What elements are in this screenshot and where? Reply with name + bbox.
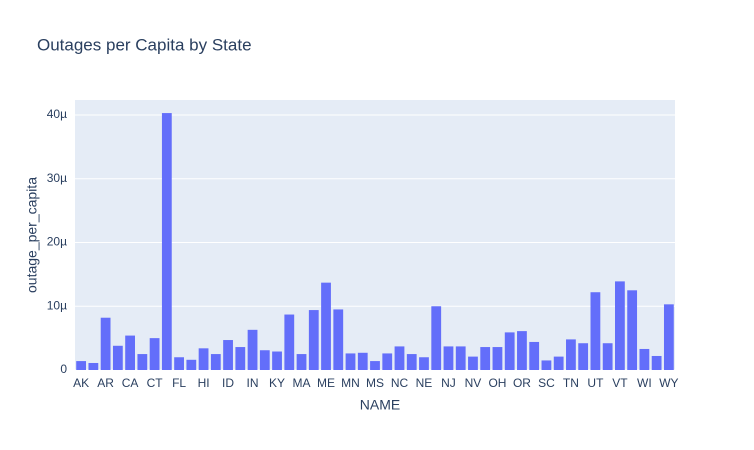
bar (112, 345, 123, 370)
y-axis-title: outage_per_capita (24, 177, 40, 293)
bar (272, 351, 282, 370)
x-tick-label: FL (172, 376, 186, 390)
x-tick-label: NV (465, 376, 482, 390)
bar (235, 347, 246, 370)
x-tick-label: NE (416, 376, 433, 390)
x-tick-label: AK (73, 376, 89, 390)
x-tick-label: WY (659, 376, 678, 390)
x-axis-title: NAME (360, 397, 400, 413)
x-tick-label: SC (538, 376, 555, 390)
bar (639, 348, 650, 370)
bar (296, 354, 307, 370)
bar (125, 335, 135, 370)
x-tick-label: MN (341, 376, 360, 390)
y-tick-label: 0 (60, 362, 67, 376)
bar (137, 354, 148, 370)
bar (406, 354, 417, 370)
x-tick-label: UT (587, 376, 604, 390)
bar (455, 346, 466, 370)
bar (321, 282, 331, 370)
x-tick-label: KY (269, 376, 285, 390)
x-tick-label: ME (317, 376, 335, 390)
bar (480, 347, 491, 370)
x-tick-label: MS (366, 376, 384, 390)
bar (590, 292, 601, 370)
x-tick-label: NC (391, 376, 409, 390)
x-tick-label: OH (488, 376, 506, 390)
x-tick-label: MA (293, 376, 311, 390)
x-tick-label: WI (637, 376, 652, 390)
bar (247, 329, 258, 370)
bar (553, 356, 564, 370)
bar (100, 317, 111, 370)
bar (357, 352, 368, 370)
bar (308, 310, 319, 370)
bar (394, 346, 405, 370)
chart-title: Outages per Capita by State (37, 35, 252, 54)
bar (627, 290, 638, 370)
bar (663, 304, 674, 370)
x-tick-label: VT (612, 376, 628, 390)
bar (149, 338, 160, 370)
x-tick-label: NJ (441, 376, 456, 390)
bar (651, 355, 662, 370)
bar (210, 354, 221, 370)
bar (492, 347, 503, 370)
bar (517, 331, 527, 370)
bar (88, 362, 99, 370)
bar (345, 353, 356, 370)
y-tick-label: 30µ (47, 171, 67, 185)
x-tick-label: TN (563, 376, 579, 390)
x-tick-label: CT (147, 376, 164, 390)
bar (259, 350, 270, 370)
bar (602, 343, 613, 370)
bar (468, 356, 478, 370)
bar (431, 306, 442, 370)
bar (174, 357, 184, 370)
bar (370, 361, 380, 370)
bar (333, 309, 344, 370)
bar (161, 113, 172, 371)
bar (419, 357, 429, 370)
bar (382, 353, 393, 370)
bar (284, 314, 295, 370)
bar (443, 346, 454, 370)
y-tick-label: 20µ (47, 235, 67, 249)
bar (76, 361, 87, 370)
bar (541, 360, 552, 370)
x-tick-label: AR (97, 376, 114, 390)
bar (566, 339, 576, 370)
x-tick-label: OR (513, 376, 531, 390)
y-tick-label: 40µ (47, 107, 67, 121)
bar (186, 359, 197, 370)
bar (504, 332, 515, 370)
bar (198, 348, 209, 370)
y-tick-label: 10µ (47, 298, 67, 312)
bar (223, 340, 233, 370)
x-tick-label: CA (122, 376, 139, 390)
bar (615, 281, 625, 370)
x-tick-label: IN (247, 376, 259, 390)
plot-area (75, 100, 675, 370)
bar (529, 341, 540, 370)
x-tick-label: HI (198, 376, 210, 390)
bar (578, 343, 589, 370)
x-tick-label: ID (222, 376, 234, 390)
